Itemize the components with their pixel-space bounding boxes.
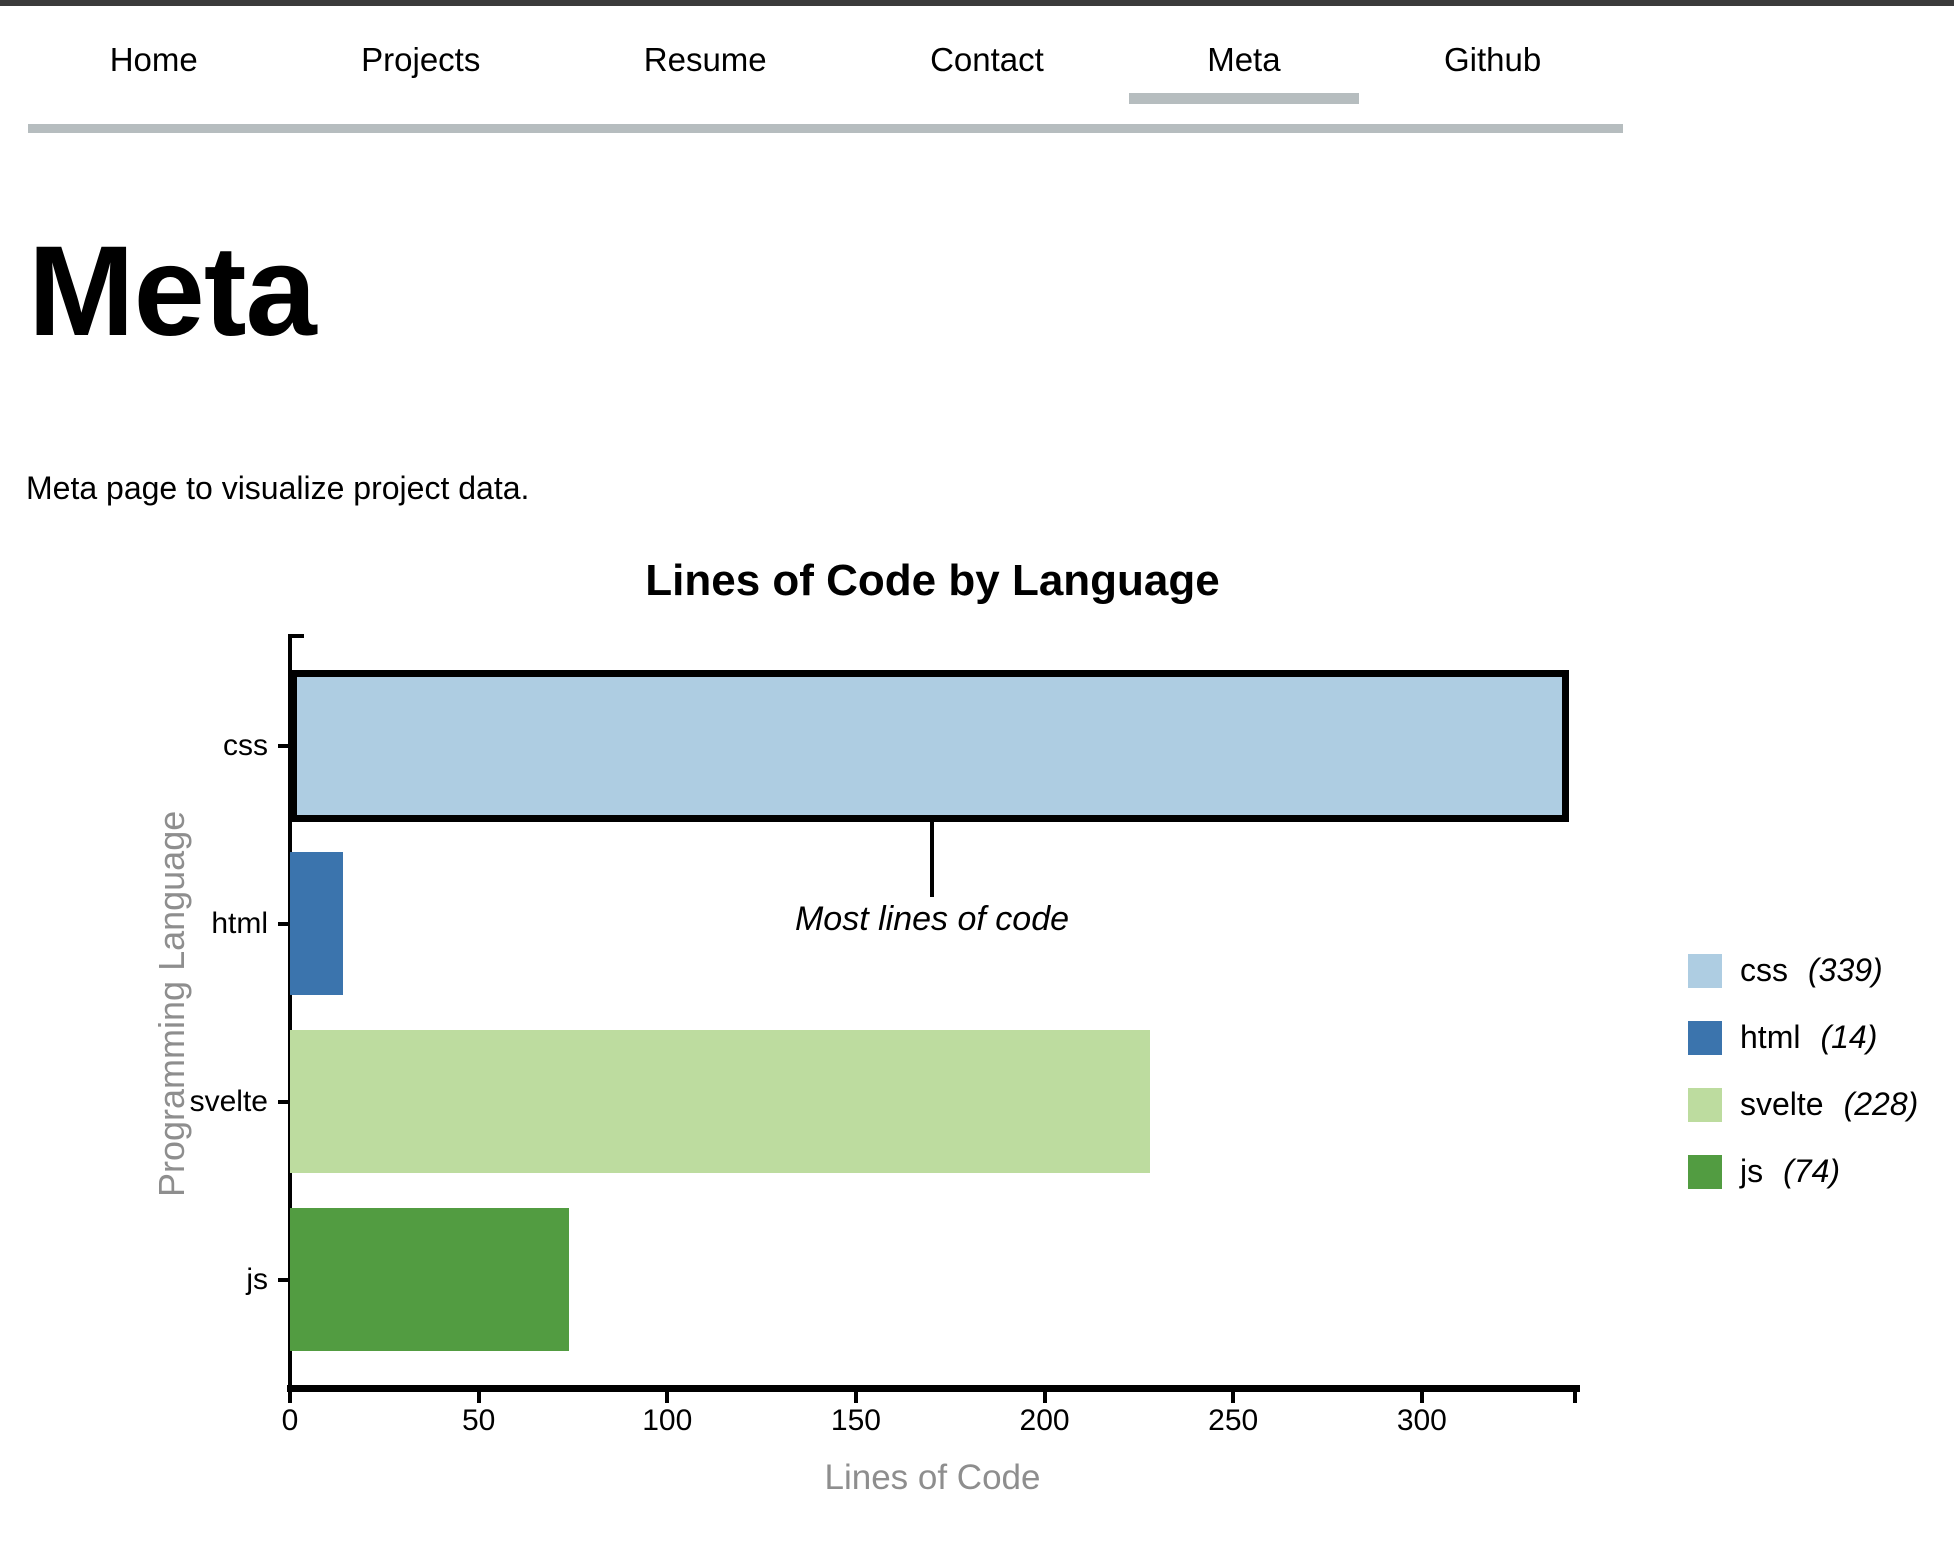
x-tick-150	[853, 1392, 858, 1403]
y-tick-label-css: css	[223, 729, 268, 762]
y-tick-label-svelte: svelte	[189, 1084, 268, 1118]
x-tick-0	[288, 1392, 292, 1403]
legend-item-js: js (74)	[1688, 1153, 1918, 1190]
nav-item-github[interactable]: Github	[1443, 41, 1542, 78]
legend-label-js: js	[1740, 1153, 1764, 1189]
y-tick-label-html: html	[211, 906, 268, 940]
legend-swatch-svelte	[1688, 1087, 1722, 1122]
legend-label-svelte: svelte	[1740, 1086, 1824, 1122]
legend-label-css: css	[1740, 952, 1788, 988]
nav-item-home[interactable]: Home	[109, 41, 198, 78]
x-tick-label-150: 150	[830, 1404, 881, 1437]
x-tick-50	[476, 1392, 481, 1403]
annotation-text: Most lines of code	[794, 900, 1070, 938]
x-axis-end-tick	[1573, 1392, 1577, 1403]
x-tick-label-50: 50	[461, 1404, 496, 1437]
y-tick-label-js: js	[246, 1262, 268, 1296]
y-tick-css	[278, 744, 290, 748]
x-tick-200	[1042, 1392, 1047, 1403]
x-tick-100	[665, 1392, 670, 1403]
page-title: Meta	[28, 220, 317, 363]
nav-item-contact[interactable]: Contact	[930, 41, 1044, 78]
x-axis-line	[287, 1385, 1580, 1392]
bar-svelte	[290, 1030, 1150, 1173]
y-axis-line	[288, 634, 292, 1392]
x-tick-300	[1419, 1392, 1424, 1403]
x-axis-label: Lines of Code	[824, 1458, 1041, 1497]
legend-item-css: css (339)	[1688, 952, 1918, 989]
x-tick-label-100: 100	[642, 1404, 693, 1437]
legend-count-css: (339)	[1808, 952, 1883, 988]
nav-item-meta[interactable]: Meta	[1199, 16, 1288, 104]
legend-count-svelte: (228)	[1843, 1086, 1919, 1122]
y-tick-js	[278, 1277, 290, 1282]
legend-count-html: (14)	[1820, 1019, 1878, 1055]
page-description: Meta page to visualize project data.	[26, 470, 530, 506]
x-tick-label-300: 300	[1396, 1404, 1447, 1437]
navbar: Home Projects Resume Contact Meta Github	[28, 6, 1623, 133]
legend-swatch-html	[1688, 1020, 1722, 1055]
x-tick-label-0: 0	[281, 1404, 299, 1437]
legend-count-js: (74)	[1783, 1153, 1841, 1189]
bar-js	[290, 1208, 569, 1351]
nav-item-resume[interactable]: Resume	[643, 41, 767, 78]
window-top-edge	[0, 0, 1954, 6]
legend-swatch-css	[1688, 953, 1722, 988]
x-tick-label-250: 250	[1208, 1404, 1259, 1437]
x-tick-250	[1231, 1392, 1236, 1403]
bar-css	[290, 670, 1569, 822]
annotation-line	[930, 822, 934, 897]
y-axis-end-tick	[290, 634, 304, 638]
y-tick-html	[278, 921, 290, 926]
x-tick-label-200: 200	[1019, 1404, 1070, 1437]
legend-swatch-js	[1688, 1154, 1722, 1189]
chart-legend: css (339) html (14) svelte (228) js (74)	[1688, 952, 1918, 1190]
legend-item-svelte: svelte (228)	[1688, 1086, 1918, 1123]
legend-item-html: html (14)	[1688, 1019, 1918, 1056]
y-tick-svelte	[278, 1099, 290, 1104]
chart-title: Lines of Code by Language	[645, 556, 1220, 605]
legend-label-html: html	[1740, 1019, 1801, 1055]
bar-html	[290, 852, 343, 995]
nav-item-projects[interactable]: Projects	[361, 41, 481, 78]
y-axis-label: Programming Language	[151, 810, 192, 1197]
